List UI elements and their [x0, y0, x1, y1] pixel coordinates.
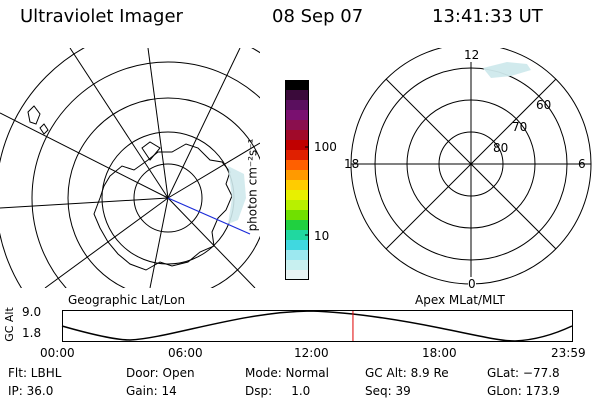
meridian-line — [167, 142, 260, 199]
geographic-label: Geographic Lat/Lon — [68, 293, 186, 307]
apex-label: Apex MLat/MLT — [415, 293, 505, 307]
colorbar-tick-10: 10 — [314, 229, 330, 243]
mlt-label-0: 0 — [468, 277, 476, 291]
colorbar-segment — [285, 170, 309, 181]
colorbar-segment — [285, 140, 309, 151]
colorbar-segment — [285, 240, 309, 251]
altitude-timeline — [61, 310, 573, 342]
timeline-ytick-1.8: 1.8 — [22, 326, 42, 340]
colorbar-segment — [285, 150, 309, 161]
info-glon: GLon: 173.9 — [487, 384, 560, 398]
info-glat: GLat: −77.8 — [487, 366, 560, 380]
colorbar-segment — [285, 200, 309, 211]
aurora-oval-patch — [483, 62, 531, 78]
mlat-label-70: 70 — [512, 120, 528, 134]
colorbar-segment — [285, 100, 309, 111]
aurora-patch — [228, 166, 246, 224]
colorbar-segment — [285, 160, 309, 171]
colorbar-segment — [285, 250, 309, 261]
geographic-map — [0, 48, 260, 288]
meridian-line — [69, 48, 169, 199]
mlat-label-60: 60 — [536, 98, 552, 112]
info-seq: Seq: 39 — [365, 384, 411, 398]
instrument-title: Ultraviolet Imager — [20, 6, 183, 27]
altitude-curve — [61, 310, 573, 342]
timeline-xtick: 23:59 — [551, 346, 586, 360]
peninsula-outline — [141, 141, 161, 161]
meridian-line — [167, 197, 256, 288]
info-dsp: Dsp: 1.0 — [245, 384, 311, 398]
lat-circle — [133, 163, 203, 233]
sun-direction-line — [167, 197, 251, 235]
colorbar-segment — [285, 130, 309, 141]
info-door: Door: Open — [126, 366, 195, 380]
colorbar — [285, 80, 309, 280]
colorbar-segment — [285, 180, 309, 191]
mlat-label-80: 80 — [493, 141, 509, 155]
island-outline — [27, 105, 41, 125]
timeline-xtick: 06:00 — [168, 346, 203, 360]
island-outline — [39, 123, 49, 135]
continent-outline — [93, 143, 233, 271]
colorbar-segment — [285, 190, 309, 201]
lat-circle — [67, 97, 260, 288]
colorbar-segment — [285, 80, 309, 91]
colorbar-segment — [285, 110, 309, 121]
colorbar-tick-100: 100 — [314, 140, 337, 154]
info-ip: IP: 36.0 — [8, 384, 54, 398]
meridian-line — [147, 48, 169, 199]
date-label: 08 Sep 07 — [272, 6, 364, 27]
lat-circle — [31, 61, 260, 288]
meridian-line — [44, 197, 169, 288]
timeline-ytick-9: 9.0 — [22, 305, 42, 319]
meridian-line — [149, 197, 169, 288]
mlt-line — [385, 78, 557, 250]
timeline-xtick: 00:00 — [40, 346, 75, 360]
meridian-line — [0, 112, 169, 199]
colorbar-segment — [285, 230, 309, 241]
timeline-xtick: 18:00 — [422, 346, 457, 360]
colorbar-unit-label: photon cm⁻²s⁻¹ — [245, 138, 260, 232]
colorbar-segment — [285, 220, 309, 231]
time-label: 13:41:33 UT — [432, 6, 543, 27]
mlt-label-12: 12 — [464, 48, 480, 62]
polar-plot — [350, 48, 592, 285]
timeline-xtick: 12:00 — [294, 346, 329, 360]
info-gc-alt: GC Alt: 8.9 Re — [365, 366, 449, 380]
colorbar-segment — [285, 270, 309, 280]
mlt-label-18: 18 — [344, 157, 360, 171]
colorbar-segment — [285, 210, 309, 221]
info-flt: Flt: LBHL — [8, 366, 62, 380]
colorbar-segment — [285, 260, 309, 271]
info-mode: Mode: Normal — [245, 366, 329, 380]
meridian-line — [167, 48, 241, 199]
timeline-axis-label: GC Alt — [2, 307, 16, 342]
info-gain: Gain: 14 — [126, 384, 177, 398]
meridian-line — [0, 197, 169, 209]
colorbar-segment — [285, 90, 309, 101]
mlt-label-6: 6 — [578, 157, 586, 171]
colorbar-segment — [285, 120, 309, 131]
